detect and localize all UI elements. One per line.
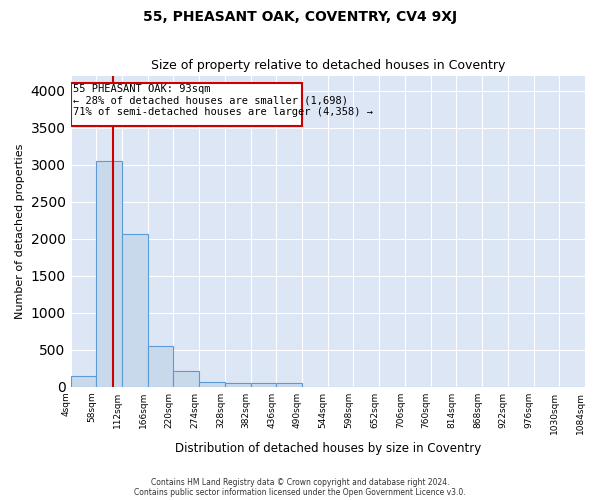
Bar	[251, 382, 277, 386]
X-axis label: Distribution of detached houses by size in Coventry: Distribution of detached houses by size …	[175, 442, 481, 455]
Bar	[71, 376, 96, 386]
Bar	[225, 382, 251, 386]
Bar	[173, 371, 199, 386]
Bar	[199, 382, 225, 386]
Bar	[122, 234, 148, 386]
Bar	[148, 346, 173, 387]
Text: Contains HM Land Registry data © Crown copyright and database right 2024.
Contai: Contains HM Land Registry data © Crown c…	[134, 478, 466, 497]
Text: 55 PHEASANT OAK: 93sqm
← 28% of detached houses are smaller (1,698)
71% of semi-: 55 PHEASANT OAK: 93sqm ← 28% of detached…	[73, 84, 373, 117]
FancyBboxPatch shape	[71, 84, 302, 126]
Text: 55, PHEASANT OAK, COVENTRY, CV4 9XJ: 55, PHEASANT OAK, COVENTRY, CV4 9XJ	[143, 10, 457, 24]
Bar	[277, 382, 302, 386]
Y-axis label: Number of detached properties: Number of detached properties	[15, 144, 25, 319]
Title: Size of property relative to detached houses in Coventry: Size of property relative to detached ho…	[151, 59, 505, 72]
Bar	[96, 161, 122, 386]
